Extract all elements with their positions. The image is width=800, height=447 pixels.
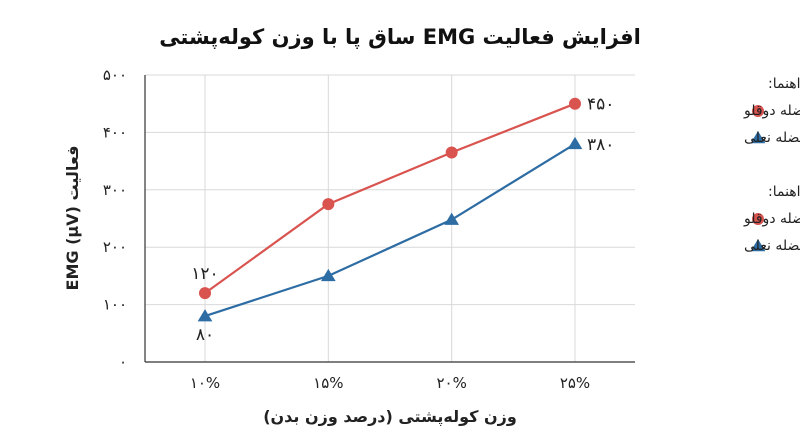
data-label: ۳۸۰	[587, 135, 614, 155]
series-line	[204, 142, 576, 318]
x-tick-label: ۱۵%	[313, 374, 343, 392]
y-tick-label: ۰	[119, 353, 127, 371]
legend: راهنما: عضله دوقلو عضله نعلی	[743, 184, 800, 254]
y-axis-title: فعالیت EMG (μV)	[63, 146, 82, 291]
legend-marker	[750, 239, 766, 252]
legend-label: عضله نعلی	[744, 238, 800, 254]
series-gastrocnemius: ۱۲۰ ۴۵۰	[191, 95, 614, 300]
series-line	[204, 102, 576, 295]
axes	[144, 75, 635, 363]
y-tick-label: ۵۰۰	[103, 66, 127, 84]
data-point	[320, 268, 336, 282]
y-tick-label: ۴۰۰	[103, 123, 127, 141]
data-point	[199, 287, 211, 300]
x-tick-label: ۱۰%	[190, 374, 220, 392]
y-tick-labels: ۰ ۱۰۰ ۲۰۰ ۳۰۰ ۴۰۰ ۵۰۰	[103, 66, 127, 371]
data-label: ۱۲۰	[191, 264, 218, 284]
legend-layer: راهنما: عضله دوقلو عضله نعلی راهنما: عضله دو…	[743, 76, 800, 254]
series-layer: ۱۲۰ ۴۵۰ ۸۰ ۳۸۰	[191, 95, 614, 345]
legend-title: راهنما:	[768, 184, 800, 200]
x-tick-label: ۲۵%	[560, 374, 590, 392]
legend-label: عضله دوقلو	[743, 211, 800, 227]
data-point	[567, 136, 583, 150]
grid	[145, 74, 635, 363]
y-tick-label: ۳۰۰	[103, 181, 127, 199]
data-point	[444, 212, 460, 225]
data-point	[569, 97, 581, 110]
legend-title: راهنما:	[768, 76, 800, 92]
legend-label: عضله دوقلو	[743, 103, 800, 119]
data-point	[445, 146, 458, 159]
y-tick-label: ۱۰۰	[103, 296, 127, 314]
x-axis-title: وزن کوله‌پشتی (درصد وزن بدن)	[263, 407, 517, 427]
chart-title: افزایش فعالیت EMG ساق پا با وزن کوله‌پشت…	[159, 25, 641, 49]
legend-label: عضله نعلی	[744, 130, 800, 146]
series-soleus: ۸۰ ۳۸۰	[196, 135, 615, 345]
data-label: ۸۰	[196, 325, 214, 345]
y-tick-label: ۲۰۰	[103, 238, 127, 256]
legend-marker	[752, 105, 764, 117]
legend-marker	[752, 213, 764, 225]
data-label: ۴۵۰	[587, 95, 614, 115]
data-point	[197, 309, 213, 322]
legend: راهنما: عضله دوقلو عضله نعلی	[743, 76, 800, 146]
legend-marker	[750, 131, 766, 144]
data-point	[322, 198, 335, 211]
x-tick-labels: ۱۰% ۱۵% ۲۰% ۲۵%	[190, 374, 590, 392]
x-tick-label: ۲۰%	[436, 374, 466, 392]
